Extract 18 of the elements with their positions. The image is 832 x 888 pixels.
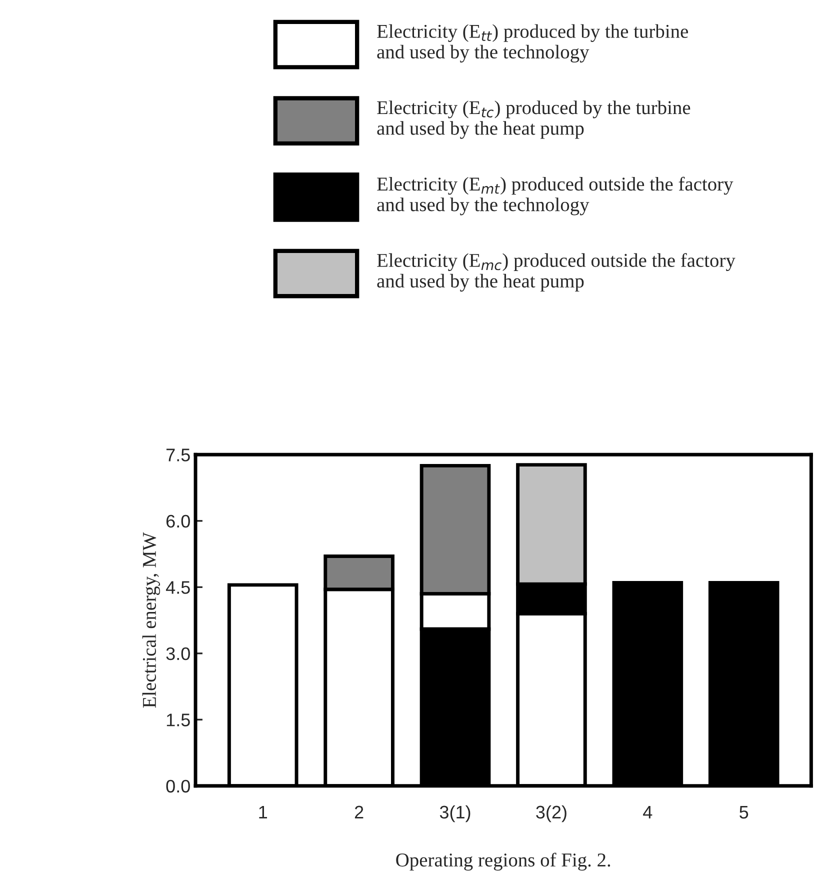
y-tick-label: 3.0 (166, 647, 190, 660)
x-tick-label: 1 (259, 806, 267, 818)
x-tick-label: 5 (740, 806, 748, 819)
y-tick-label: 4.5 (166, 581, 190, 594)
y-tick-label: 7.5 (166, 448, 190, 462)
x-tick-label: 4 (643, 806, 652, 818)
x-tick-label: 3(1) (440, 805, 470, 822)
y-tick-label: 1.5 (166, 714, 190, 726)
legend-label: Electricity (E$_{mc}$) produced outside the factory and used by the heat pump (377, 253, 736, 292)
legend-label: Electricity (E$_{mt}$) produced outside the factory and used by the technology (377, 176, 734, 216)
y-tick-label: 0.0 (166, 780, 190, 793)
x-axis-title: Operating regions of Fig. 2. (396, 852, 610, 871)
y-tick-label: 6.0 (166, 514, 190, 528)
legend-label: Electricity (E$_{tt}$) produced by the turbine and used by the technology (377, 24, 688, 63)
legend-label: Electricity (E$_{tc}$) produced by the turbine and used by the heat pump (377, 100, 690, 139)
x-tick-label: 3(2) (536, 805, 566, 822)
x-tick-label: 2 (354, 806, 364, 818)
y-axis-title: Electrical energy, MW (142, 532, 160, 708)
